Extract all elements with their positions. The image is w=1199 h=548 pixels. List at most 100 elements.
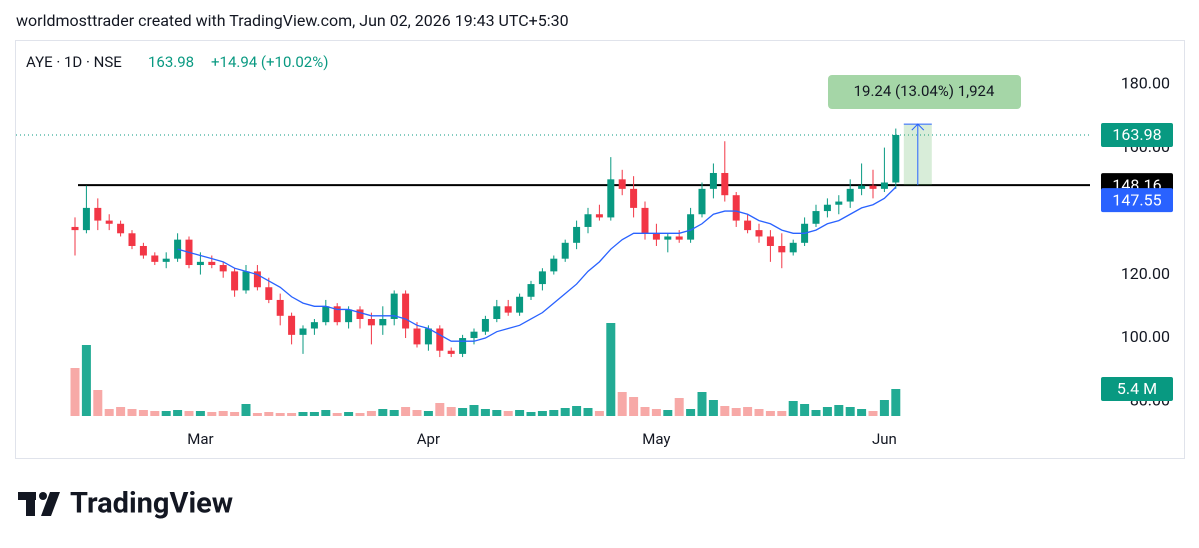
volume-bar — [446, 407, 456, 416]
candle-body — [402, 293, 410, 329]
volume-bar — [731, 408, 741, 416]
candle-body — [345, 309, 353, 323]
volume-bar — [412, 410, 422, 416]
attribution: worldmosttrader created with TradingView… — [16, 11, 569, 30]
change: +14.94 (+10.02%) — [211, 53, 328, 71]
candle-body — [208, 261, 216, 266]
ema-badge-box — [1101, 188, 1173, 213]
volume-bar — [503, 411, 513, 416]
volume-bar — [287, 413, 297, 416]
candle-body — [117, 223, 125, 234]
candle-body — [356, 309, 364, 319]
volume-bar — [743, 407, 753, 416]
volume-bar — [150, 411, 160, 416]
logo-mark — [26, 492, 35, 516]
last-price: 163.98 — [148, 53, 194, 71]
candle-body — [162, 258, 170, 262]
candle-body — [584, 214, 592, 227]
candle-body — [630, 188, 638, 208]
volume-bar — [138, 410, 148, 416]
candle-body — [675, 236, 683, 240]
candle-body — [390, 293, 398, 319]
measure-label: 19.24 (13.04%) 1,924 — [854, 82, 995, 100]
candle-body — [573, 226, 581, 243]
candle-body — [687, 214, 695, 240]
volume-bar — [651, 409, 661, 416]
volume-bar — [93, 390, 103, 416]
candle-body — [71, 226, 79, 231]
volume-bar — [104, 409, 114, 416]
candle-body — [242, 271, 250, 291]
candle-body — [858, 185, 866, 189]
candle-body — [333, 306, 341, 323]
candle-body — [778, 245, 786, 253]
volume-bar — [344, 412, 354, 416]
candle-body — [493, 306, 501, 319]
candle-body — [94, 207, 102, 221]
candle-body — [755, 230, 763, 237]
volume-bar — [184, 411, 194, 416]
logo: TradingView — [18, 487, 233, 521]
candle-body — [310, 322, 318, 329]
chart-frame — [15, 40, 1185, 459]
volume-bar — [754, 409, 764, 416]
volume-bar — [640, 407, 650, 416]
volume-bar — [127, 409, 137, 416]
volume-bar — [663, 410, 673, 416]
volume-bar — [549, 410, 559, 416]
candle-body — [504, 306, 512, 313]
candle-body — [219, 265, 227, 272]
candle-body — [709, 172, 717, 189]
candle-body — [516, 296, 524, 313]
volume-bar — [720, 406, 730, 416]
plot: 19.24 (13.04%) 1,924 — [16, 75, 1090, 416]
candle-body — [869, 185, 877, 189]
candle-body — [550, 258, 558, 272]
volume-bar — [879, 400, 889, 416]
volume-bar — [492, 410, 502, 416]
candle-body — [481, 318, 489, 332]
candle-body — [231, 271, 239, 291]
x-tick-label: Jun — [872, 430, 897, 448]
volume-bar — [526, 412, 536, 416]
candle-body — [299, 328, 307, 335]
candle-body — [892, 134, 900, 183]
y-tick-label: 180.00 — [1121, 73, 1170, 92]
volume-bar — [161, 411, 171, 416]
volume-badge-box — [1101, 377, 1173, 401]
candle-body — [82, 207, 90, 231]
volume-bar — [401, 407, 411, 416]
volume-bar — [629, 397, 639, 416]
volume-bar — [355, 413, 365, 416]
candle-body — [196, 261, 204, 266]
candle-body — [527, 284, 535, 297]
measure-label-box — [828, 75, 1021, 109]
volume-bar — [230, 412, 240, 416]
ema-line — [177, 186, 897, 342]
volume-bar — [674, 398, 684, 416]
candle-body — [288, 315, 296, 335]
logo-mark — [41, 492, 60, 516]
candle-body — [276, 299, 284, 316]
candle-body — [766, 236, 774, 246]
candle-body — [322, 306, 330, 323]
logo-mark — [39, 492, 47, 500]
candle-body — [789, 242, 797, 253]
volume-bar — [264, 412, 274, 416]
volume-bar — [594, 411, 604, 416]
candle-body — [424, 328, 432, 345]
volume-bar — [857, 409, 867, 416]
volume-bar — [583, 408, 593, 416]
volume-bar — [298, 412, 308, 416]
volume-bar — [309, 412, 319, 416]
volume-bar — [116, 407, 126, 416]
candle-body — [721, 172, 729, 196]
volume-bar — [469, 405, 479, 416]
volume-bar — [275, 413, 285, 416]
volume-bar — [218, 411, 228, 416]
candle-body — [664, 236, 672, 240]
volume-bar — [389, 410, 399, 416]
volume-bar — [435, 403, 445, 416]
volume-bar — [480, 409, 490, 416]
